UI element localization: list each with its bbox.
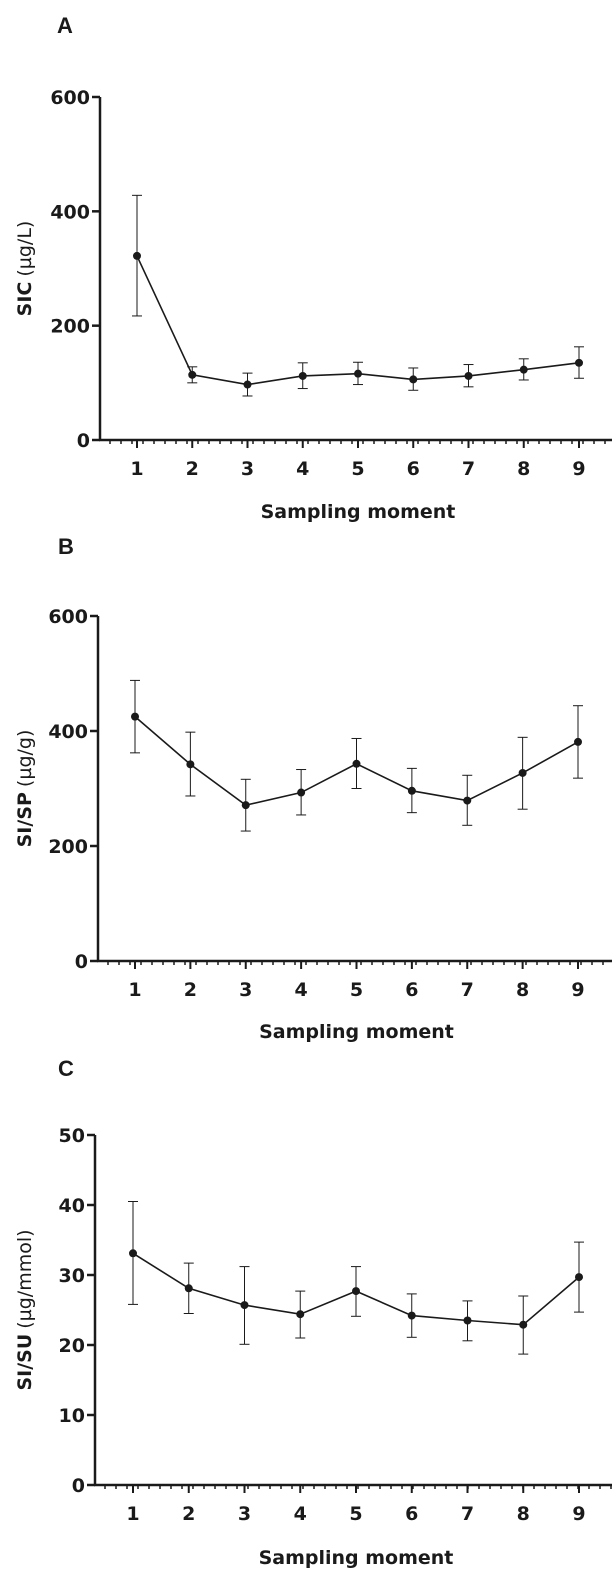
x-tick-label: 6 (405, 1503, 418, 1525)
x-tick-label: 2 (182, 1503, 195, 1525)
data-point (241, 801, 250, 810)
data-point (296, 1310, 305, 1319)
y-tick-label: 20 (59, 1335, 85, 1357)
x-tick-label: 6 (407, 458, 420, 480)
data-point (574, 737, 582, 746)
data-point (243, 380, 252, 389)
data-point (354, 369, 362, 378)
x-tick-label: 1 (130, 458, 143, 480)
panel-label: A (57, 13, 73, 38)
y-axis-title-main: SI/SU (14, 1334, 36, 1391)
data-point (184, 1284, 193, 1293)
data-point (188, 370, 197, 379)
y-axis-title-unit: (µg/L) (14, 221, 36, 277)
y-tick-label: 600 (48, 606, 88, 628)
y-tick-label: 50 (59, 1125, 85, 1147)
x-tick-label: 5 (351, 458, 364, 480)
data-point (186, 760, 195, 769)
y-tick-label: 600 (50, 87, 90, 109)
x-tick-label: 3 (238, 1503, 251, 1525)
data-point (240, 1301, 249, 1310)
x-tick-label: 4 (294, 1503, 307, 1525)
chart-panel-b: B 0 200 400 600 1 2 3 4 5 6 7 8 9 Sampling moment SI/SP… (14, 534, 612, 1043)
data-point (575, 1273, 583, 1282)
y-axis-title-main: SI/SP (14, 792, 36, 847)
y-tick-label: 40 (59, 1195, 85, 1217)
x-tick-label: 3 (239, 979, 252, 1001)
data-point (131, 712, 139, 721)
x-tick-label: 6 (405, 979, 418, 1001)
x-axis-title: Sampling moment (261, 501, 456, 523)
y-axis-title-unit: (µg/g) (14, 730, 36, 787)
x-tick-label: 9 (572, 458, 585, 480)
data-point (575, 358, 583, 367)
data-point (463, 1316, 472, 1325)
y-tick-label: 10 (59, 1405, 85, 1427)
y-tick-label: 400 (50, 201, 90, 223)
x-tick-label: 1 (128, 979, 141, 1001)
x-tick-label: 2 (184, 979, 197, 1001)
panel-label: B (58, 534, 74, 559)
x-tick-label: 8 (517, 1503, 530, 1525)
x-tick-label: 5 (349, 1503, 362, 1525)
y-axis-title: SI/SU (µg/mmol) (14, 1229, 36, 1390)
data-point (298, 371, 307, 380)
data-point (409, 375, 418, 384)
x-axis-title: Sampling moment (259, 1547, 454, 1569)
chart-panel-c: C 0 10 20 30 40 50 1 2 3 4 5 6 7 8 9 Sampling moment SI/S… (14, 1056, 612, 1569)
y-tick-label: 400 (48, 721, 88, 743)
x-tick-label: 2 (186, 458, 199, 480)
x-tick-label: 7 (462, 458, 475, 480)
data-point (407, 786, 416, 795)
y-axis-title-unit: (µg/mmol) (14, 1229, 36, 1328)
data-point (518, 768, 527, 777)
y-tick-label: 30 (59, 1265, 85, 1287)
y-axis-title-main: SIC (14, 282, 36, 317)
data-point (129, 1249, 137, 1258)
y-tick-label: 0 (75, 951, 88, 973)
panel-label: C (58, 1056, 74, 1081)
data-point (519, 1320, 528, 1329)
data-point (352, 1287, 360, 1296)
x-tick-label: 9 (571, 979, 584, 1001)
data-point (133, 251, 141, 260)
data-point (464, 371, 473, 380)
x-tick-label: 5 (350, 979, 363, 1001)
y-tick-label: 0 (72, 1475, 85, 1497)
x-tick-label: 4 (295, 979, 308, 1001)
y-tick-label: 0 (77, 430, 90, 452)
x-tick-label: 8 (516, 979, 529, 1001)
data-point (463, 796, 472, 805)
data-point (407, 1311, 416, 1320)
data-point (519, 365, 528, 374)
y-tick-label: 200 (50, 316, 90, 338)
data-point (352, 759, 361, 768)
y-axis-title: SI/SP (µg/g) (14, 730, 36, 848)
y-axis-title: SIC (µg/L) (14, 221, 36, 317)
x-tick-label: 4 (296, 458, 309, 480)
chart-panel-a: A 0 200 400 600 1 2 3 4 5 6 7 8 9 Sampling moment SIC (µ… (14, 13, 612, 523)
x-tick-label: 3 (241, 458, 254, 480)
x-axis-title: Sampling moment (259, 1021, 454, 1043)
data-point (297, 788, 306, 797)
x-tick-label: 1 (126, 1503, 139, 1525)
y-tick-label: 200 (48, 836, 88, 858)
x-tick-label: 8 (517, 458, 530, 480)
x-tick-label: 7 (461, 1503, 474, 1525)
x-tick-label: 9 (572, 1503, 585, 1525)
x-tick-label: 7 (461, 979, 474, 1001)
